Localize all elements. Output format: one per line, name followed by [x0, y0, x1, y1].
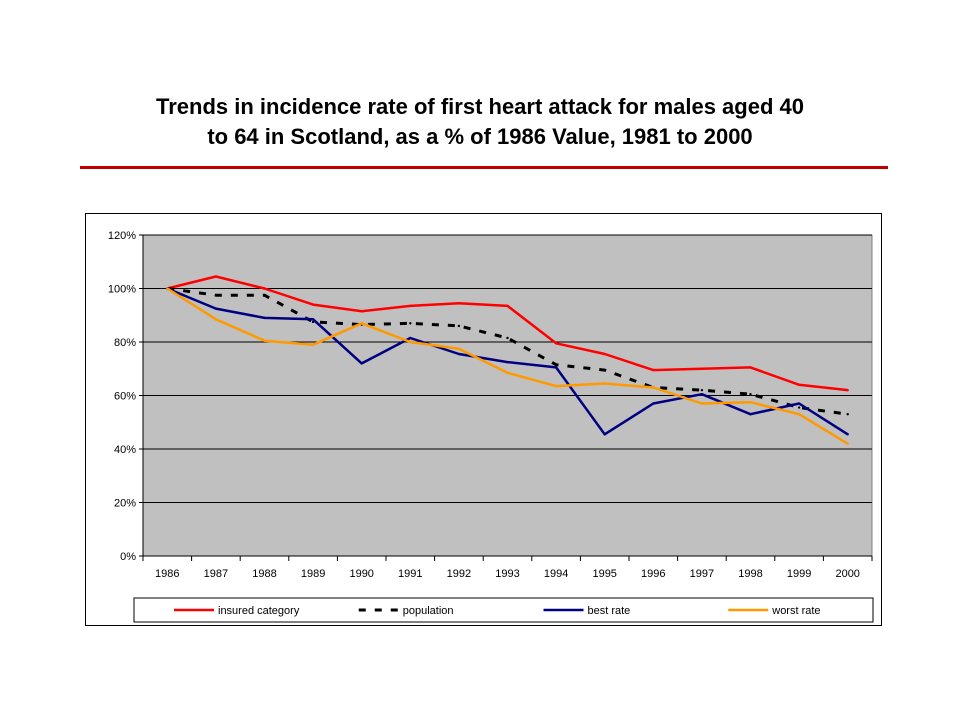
- data-point-best-rate: [846, 433, 849, 436]
- x-tick-label: 1986: [155, 568, 179, 580]
- x-tick-label: 1997: [690, 568, 714, 580]
- data-point-population: [700, 388, 704, 392]
- x-tick-label: 1990: [349, 568, 373, 580]
- legend-label: best rate: [588, 605, 631, 617]
- data-point-worst-rate: [166, 287, 169, 290]
- data-point-worst-rate: [749, 400, 752, 404]
- data-point-insured-category: [603, 352, 606, 356]
- data-point-best-rate: [700, 392, 704, 396]
- data-point-best-rate: [652, 402, 655, 405]
- data-point-insured-category: [554, 342, 558, 345]
- x-tick-label: 1987: [204, 568, 228, 580]
- data-point-population: [457, 324, 461, 328]
- data-point-worst-rate: [506, 371, 509, 374]
- data-point-worst-rate: [797, 413, 801, 416]
- x-tick-label: 1991: [398, 568, 422, 580]
- data-point-best-rate: [360, 362, 363, 365]
- data-point-worst-rate: [360, 322, 363, 325]
- data-point-insured-category: [700, 367, 704, 370]
- y-tick-label: 20%: [114, 498, 136, 510]
- data-point-insured-category: [749, 366, 752, 369]
- data-point-population: [554, 363, 558, 366]
- y-tick-label: 80%: [114, 337, 136, 349]
- slide-title: Trends in incidence rate of first heart …: [60, 92, 900, 152]
- slide-title-line-2: to 64 in Scotland, as a % of 1986 Value,…: [207, 124, 753, 149]
- chart-frame: 0% 20% 40% 60% 80% 100% 120% 1986 1987 1988 1989 19…: [85, 213, 882, 626]
- x-tick-label: 1992: [447, 568, 471, 580]
- data-point-insured-category: [457, 302, 461, 305]
- y-tick-label: 40%: [114, 444, 136, 456]
- data-point-best-rate: [797, 402, 801, 405]
- data-point-worst-rate: [214, 318, 218, 321]
- data-point-insured-category: [311, 303, 315, 306]
- x-tick-label: 1988: [252, 568, 276, 580]
- data-point-best-rate: [603, 433, 606, 436]
- data-point-worst-rate: [652, 386, 655, 389]
- x-tick-label: 1989: [301, 568, 325, 580]
- data-point-best-rate: [409, 336, 412, 340]
- data-point-population: [214, 293, 218, 297]
- x-tick-label: 1996: [641, 568, 665, 580]
- data-point-best-rate: [214, 307, 218, 310]
- y-tick-label: 60%: [114, 391, 136, 403]
- x-tick-label: 1993: [495, 568, 519, 580]
- y-tick-label: 120%: [108, 230, 136, 242]
- data-point-population: [797, 406, 801, 409]
- slide-title-line-1: Trends in incidence rate of first heart …: [155, 94, 804, 119]
- data-point-insured-category: [652, 368, 655, 372]
- data-point-best-rate: [554, 366, 558, 369]
- data-point-worst-rate: [700, 402, 704, 405]
- x-tick-label: 2000: [835, 568, 859, 580]
- legend-label: insured category: [218, 605, 300, 617]
- x-tick-label: 1995: [592, 568, 616, 580]
- data-point-best-rate: [263, 316, 266, 320]
- data-point-worst-rate: [554, 384, 558, 388]
- data-point-worst-rate: [263, 339, 266, 342]
- data-point-population: [409, 322, 412, 325]
- data-point-insured-category: [846, 388, 849, 392]
- data-point-insured-category: [214, 275, 218, 278]
- legend-label: population: [403, 605, 454, 617]
- data-point-insured-category: [263, 287, 266, 290]
- y-tick-label: 0%: [120, 551, 136, 563]
- line-chart: 0% 20% 40% 60% 80% 100% 120% 1986 1987 1988 1989 19…: [108, 230, 874, 623]
- data-point-best-rate: [749, 413, 752, 416]
- data-point-insured-category: [409, 304, 412, 308]
- x-tick-label: 1994: [544, 568, 568, 580]
- data-point-worst-rate: [846, 442, 849, 445]
- data-point-worst-rate: [603, 382, 606, 385]
- legend-label: worst rate: [771, 605, 820, 617]
- y-tick-label: 100%: [108, 284, 136, 296]
- x-tick-label: 1998: [738, 568, 762, 580]
- data-point-population: [603, 368, 606, 372]
- data-point-population: [749, 392, 752, 396]
- title-divider: [80, 166, 888, 169]
- data-point-best-rate: [506, 360, 509, 364]
- data-point-insured-category: [506, 304, 509, 308]
- data-point-worst-rate: [311, 343, 315, 346]
- data-point-best-rate: [311, 318, 315, 321]
- data-point-insured-category: [360, 310, 363, 313]
- data-point-population: [846, 413, 849, 416]
- data-point-insured-category: [797, 383, 801, 386]
- data-point-best-rate: [457, 352, 461, 356]
- series-line-population: [167, 287, 848, 416]
- data-point-worst-rate: [457, 347, 461, 350]
- data-point-population: [263, 293, 266, 297]
- x-tick-label: 1999: [787, 568, 811, 580]
- data-point-worst-rate: [409, 340, 412, 344]
- data-point-population: [506, 336, 509, 340]
